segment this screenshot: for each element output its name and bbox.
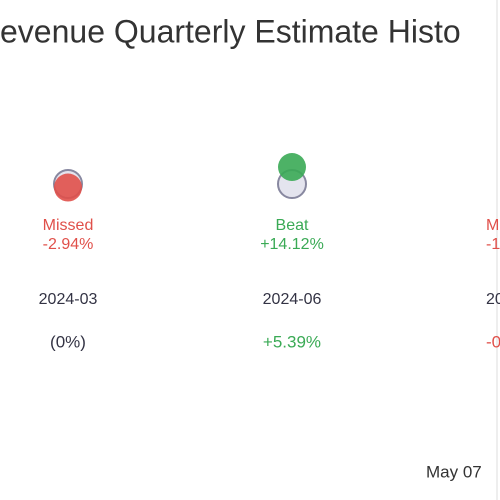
result-label: M xyxy=(486,217,499,234)
result-label: Missed xyxy=(43,217,94,234)
change-label: (0%) xyxy=(50,332,86,351)
chart-title: evenue Quarterly Estimate Histo xyxy=(0,13,461,49)
period-label: 2024-03 xyxy=(39,291,98,308)
change-label: +5.39% xyxy=(263,332,321,351)
period-label: 20 xyxy=(486,291,500,308)
actual-dot xyxy=(54,173,82,202)
result-label: Beat xyxy=(276,217,309,234)
date-stamp: May 07 xyxy=(426,462,482,481)
change-label: -0 xyxy=(486,332,500,351)
period-label: 2024-06 xyxy=(263,291,322,308)
surprise-label: +14.12% xyxy=(260,236,324,253)
surprise-label: -1 xyxy=(486,236,500,253)
actual-dot xyxy=(278,153,306,182)
surprise-label: -2.94% xyxy=(43,236,94,253)
